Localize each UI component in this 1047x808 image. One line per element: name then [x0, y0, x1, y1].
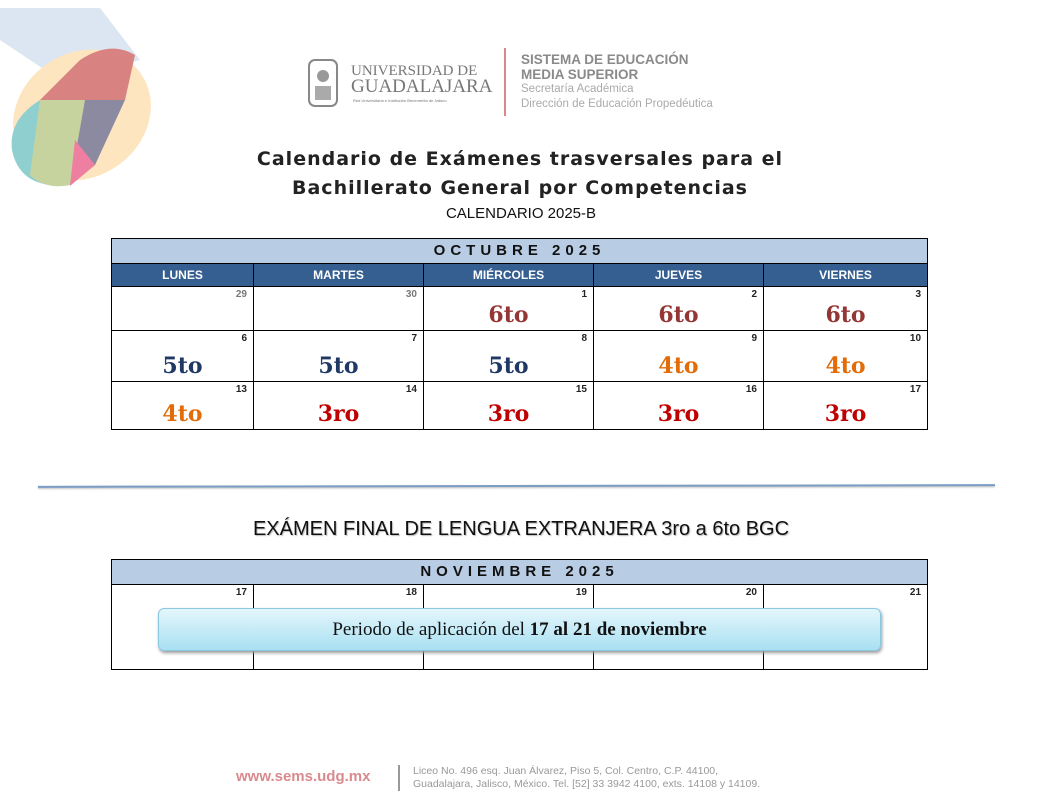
grade-label: 5to — [162, 353, 203, 379]
day-number: 21 — [909, 587, 922, 598]
day-number: 13 — [235, 384, 247, 395]
weekday-header: MARTES — [253, 263, 424, 287]
day-cell: 9 4to — [593, 330, 764, 382]
grade-label: 5to — [318, 353, 359, 379]
footer-divider — [398, 765, 400, 791]
section-divider — [37, 484, 996, 488]
day-number: 7 — [411, 333, 417, 344]
month-header: OCTUBRE 2025 — [110, 238, 929, 264]
week-row: 29 30 1 6to 2 6to 3 6to — [111, 286, 929, 331]
grade-label: 4to — [658, 353, 699, 379]
day-number: 9 — [751, 333, 757, 344]
title-line2: Bachillerato General por Competencias — [292, 177, 748, 199]
month-header: NOVIEMBRE 2025 — [110, 559, 929, 585]
footer-url[interactable]: www.sems.udg.mx — [236, 768, 371, 785]
day-number: 6 — [241, 333, 247, 344]
sems-line2: MEDIA SUPERIOR — [521, 67, 639, 82]
sems-line1: SISTEMA DE EDUCACIÓN — [521, 52, 689, 67]
day-cell: 7 5to — [253, 330, 424, 382]
day-number: 16 — [745, 384, 757, 395]
grade-label: 6to — [825, 302, 866, 328]
day-number: 10 — [909, 333, 922, 344]
day-number: 30 — [405, 289, 417, 300]
title-line1: Calendario de Exámenes trasversales para… — [256, 148, 784, 170]
day-number: 19 — [575, 587, 587, 598]
udg-seal-icon — [308, 59, 338, 107]
day-cell: 8 5to — [423, 330, 594, 382]
header-divider — [504, 48, 506, 116]
day-number: 18 — [405, 587, 417, 598]
grade-label: 3ro — [657, 401, 700, 427]
sems-logo: SISTEMA DE EDUCACIÓN MEDIA SUPERIOR Secr… — [521, 52, 713, 112]
address-line2: Guadalajara, Jalisco, México. Tel. [52] … — [413, 778, 761, 790]
calendar-subtitle: CALENDARIO 2025-B — [445, 205, 597, 222]
weekday-header: MIÉRCOLES — [423, 263, 594, 287]
day-number: 1 — [581, 289, 587, 300]
grade-label: 6to — [658, 302, 699, 328]
banner-prefix: Periodo de aplicación del — [332, 619, 530, 640]
decorative-logo-shapes — [0, 8, 151, 187]
day-cell: 3 6to — [762, 286, 929, 331]
day-number: 29 — [235, 289, 247, 300]
day-cell: 14 3ro — [253, 381, 424, 430]
address-line1: Liceo No. 496 esq. Juan Álvarez, Piso 5,… — [413, 765, 719, 777]
october-calendar: OCTUBRE 2025 LUNES MARTES MIÉRCOLES JUEVES V… — [110, 238, 929, 430]
udg-logo: UNIVERSIDAD DE GUADALAJARA Red Universita… — [303, 54, 492, 114]
day-number: 20 — [745, 587, 757, 598]
grade-label: 3ro — [487, 401, 530, 427]
day-cell: 29 — [111, 286, 254, 331]
day-number: 17 — [909, 384, 922, 395]
page-title: Calendario de Exámenes trasversales para… — [0, 145, 1040, 203]
weekday-header: JUEVES — [593, 263, 764, 287]
sems-line3: Secretaría Académica — [521, 83, 634, 95]
day-number: 15 — [575, 384, 587, 395]
application-period-banner: Periodo de aplicación del 17 al 21 de no… — [158, 608, 881, 651]
day-cell: 30 — [253, 286, 424, 331]
day-cell: 1 6to — [423, 286, 594, 331]
week-row: 13 4to 14 3ro 15 3ro 16 3ro 17 3ro — [111, 381, 929, 430]
weekday-header: LUNES — [111, 263, 254, 287]
day-cell: 15 3ro — [423, 381, 594, 430]
day-cell: 17 3ro — [762, 381, 929, 430]
sems-line4: Dirección de Educación Propedéutica — [521, 98, 713, 110]
day-number: 2 — [751, 289, 757, 300]
day-cell: 13 4to — [111, 381, 254, 430]
grade-label: 3ro — [824, 401, 867, 427]
udg-line2: GUADALAJARA — [351, 76, 493, 97]
day-number: 17 — [235, 587, 247, 598]
day-cell: 16 3ro — [593, 381, 764, 430]
udg-subtitle: Red Universitaria e Institución Beneméri… — [353, 98, 447, 103]
footer-address: Liceo No. 496 esq. Juan Álvarez, Piso 5,… — [413, 765, 760, 791]
banner-dates: 17 al 21 de noviembre — [529, 619, 707, 640]
day-number: 8 — [581, 333, 587, 344]
day-cell: 6 5to — [111, 330, 254, 382]
day-cell: 2 6to — [593, 286, 764, 331]
grade-label: 6to — [488, 302, 529, 328]
grade-label: 3ro — [317, 401, 360, 427]
udg-line1: UNIVERSIDAD DE — [351, 63, 478, 79]
udg-name: UNIVERSIDAD DE GUADALAJARA — [351, 63, 493, 97]
grade-label: 5to — [488, 353, 529, 379]
day-number: 14 — [405, 384, 417, 395]
week-row: 6 5to 7 5to 8 5to 9 4to 10 4to — [111, 330, 929, 382]
weekday-header: VIERNES — [762, 263, 929, 287]
day-cell: 10 4to — [762, 330, 929, 382]
day-number: 3 — [915, 289, 922, 300]
grade-label: 4to — [825, 353, 866, 379]
grade-label: 4to — [162, 401, 203, 427]
final-exam-title: EXÁMEN FINAL DE LENGUA EXTRANJERA 3ro a … — [252, 518, 790, 540]
